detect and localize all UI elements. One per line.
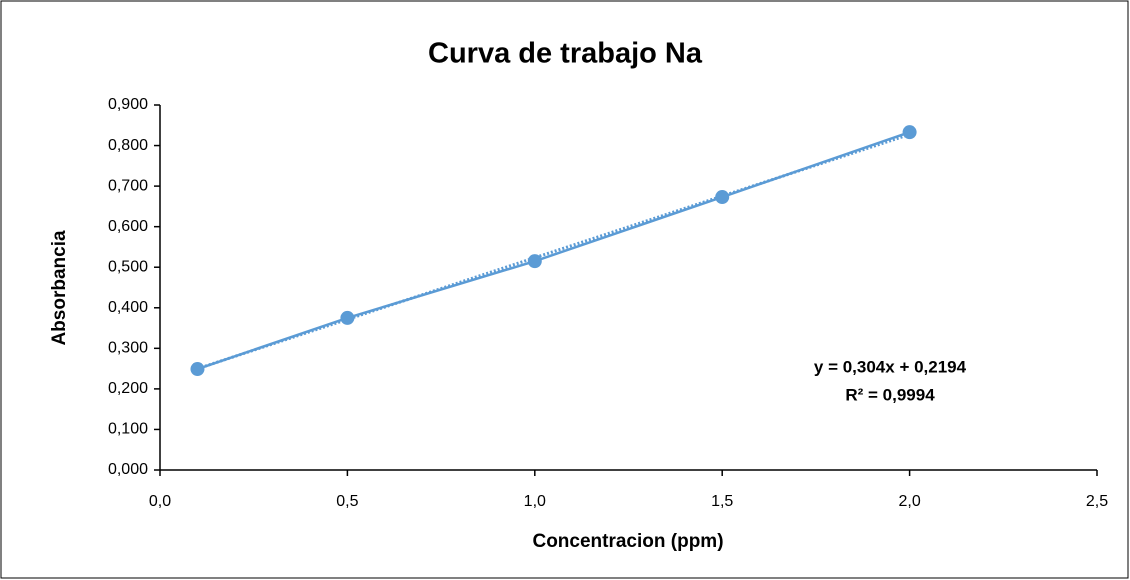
x-axis-label: Concentracion (ppm) [532,531,723,552]
y-tick-label: 0,200 [108,380,148,397]
point [527,254,542,269]
trendline-r2: R² = 0,9994 [845,385,935,404]
y-tick-label: 0,400 [108,299,148,316]
x-tick-label: 2,0 [898,493,920,510]
trendline-equation: y = 0,304x + 0,2194 [814,357,967,376]
point [715,190,730,205]
x-tick-label: 1,5 [711,493,733,510]
y-tick-label: 0,900 [108,96,148,113]
chart-title: Curva de trabajo Na [428,38,703,70]
x-tick-label: 2,5 [1086,493,1108,510]
y-tick-label: 0,800 [108,137,148,154]
y-tick-label: 0,600 [108,218,148,235]
y-tick-label: 0,100 [108,421,148,438]
point [340,310,355,325]
y-tick-label: 0,000 [108,461,148,478]
y-tick-label: 0,500 [108,258,148,275]
point [902,125,917,140]
x-tick-label: 1,0 [524,493,546,510]
x-tick-label: 0,0 [149,493,171,510]
y-tick-label: 0,300 [108,340,148,357]
y-tick-label: 0,700 [108,177,148,194]
x-tick-label: 0,5 [336,493,358,510]
point [190,362,205,377]
y-axis-label: Absorbancia [49,230,70,346]
